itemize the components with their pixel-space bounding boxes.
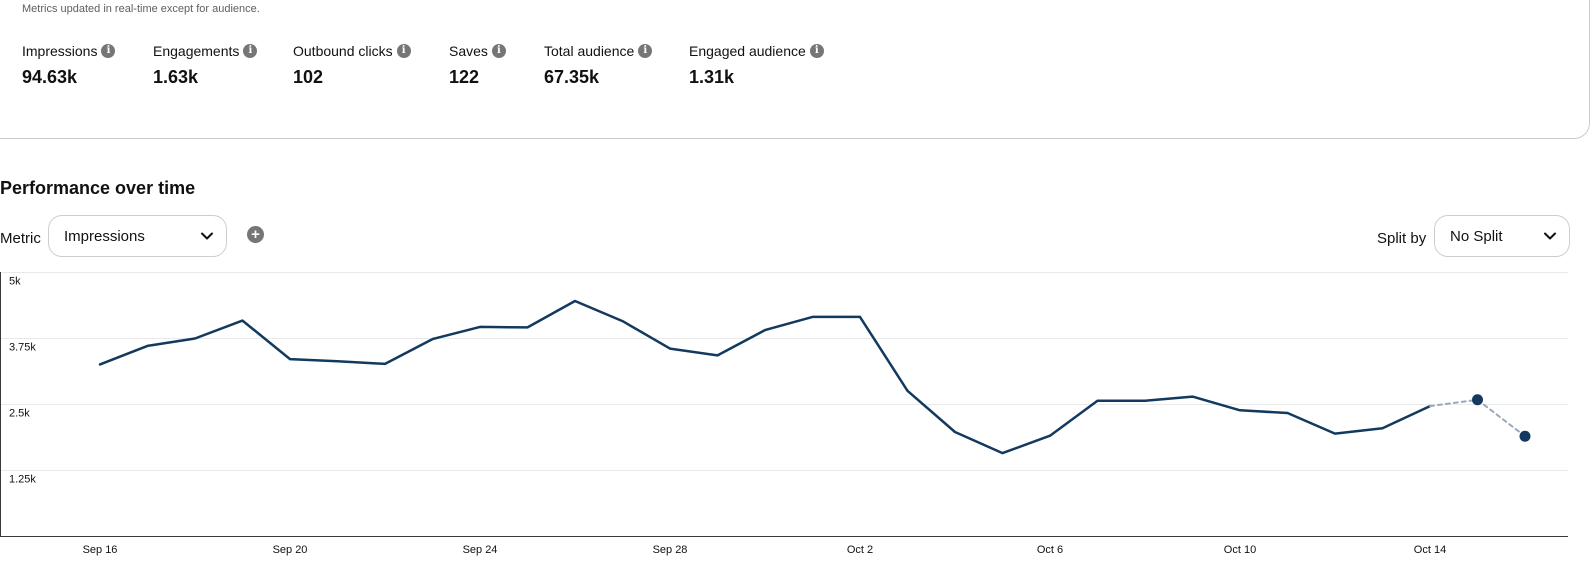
metric-value: 122 [449,67,480,87]
estimated-data-point [1472,394,1483,406]
metric-select-label: Metric [0,230,41,247]
chevron-down-icon [201,232,213,240]
estimated-data-point [1519,430,1531,442]
metric-value: 1.31k [689,67,735,87]
metric-label: Total audience [544,43,635,59]
info-icon[interactable]: i [396,44,411,58]
metric-label: Engaged audience [689,43,806,59]
x-tick-label: Sep 20 [273,544,308,556]
x-tick-label: Sep 28 [653,544,688,556]
info-icon[interactable]: i [243,44,258,58]
y-tick-label: 3.75k [9,342,36,354]
x-tick-label: Oct 10 [1224,544,1256,556]
metric-label: Saves [449,43,488,59]
y-tick-label: 5k [9,276,21,288]
chevron-down-icon [1544,232,1556,240]
x-tick-label: Oct 6 [1037,544,1063,556]
info-icon[interactable]: i [491,44,506,58]
metric-total-audience: Total audience i 67.35k [544,43,653,88]
y-tick-label: 2.5k [9,408,30,420]
metric-dropdown-value: Impressions [64,227,145,245]
metric-saves: Saves i 122 [449,43,506,88]
metric-value: 102 [293,67,324,87]
metric-value: 94.63k [22,67,78,87]
impressions-series-line [98,299,1432,455]
x-tick-label: Sep 16 [83,544,118,556]
y-tick-label: 1.25k [9,474,36,486]
metric-label: Engagements [153,43,240,59]
info-icon[interactable]: i [101,44,116,58]
split-dropdown[interactable]: No Split [1434,215,1570,257]
metric-dropdown[interactable]: Impressions [48,215,227,257]
x-tick-label: Oct 14 [1414,544,1446,556]
metric-engaged-audience: Engaged audience i 1.31k [689,43,824,88]
x-tick-label: Sep 24 [463,544,498,556]
metric-label: Outbound clicks [293,43,393,59]
metric-impressions: Impressions i 94.63k [22,43,116,88]
info-icon[interactable]: i [809,44,824,58]
add-metric-button[interactable]: + [247,226,264,243]
metric-engagements: Engagements i 1.63k [153,43,258,88]
impressions-line-chart: 1.25k 2.5k 3.75k 5k Sep 16 Sep 20 Sep 24 Sep 28… [0,272,1568,556]
metric-value: 67.35k [544,67,600,87]
metrics-summary-card [0,0,1590,139]
metrics-subtitle: Metrics updated in real-time except for … [22,3,260,15]
metric-label: Impressions [22,43,98,59]
x-tick-label: Oct 2 [847,544,873,556]
metric-outbound-clicks: Outbound clicks i 102 [293,43,411,88]
info-icon[interactable]: i [638,44,653,58]
split-dropdown-value: No Split [1450,227,1503,245]
metric-value: 1.63k [153,67,199,87]
split-by-label: Split by [1377,230,1427,247]
performance-title: Performance over time [0,178,196,198]
